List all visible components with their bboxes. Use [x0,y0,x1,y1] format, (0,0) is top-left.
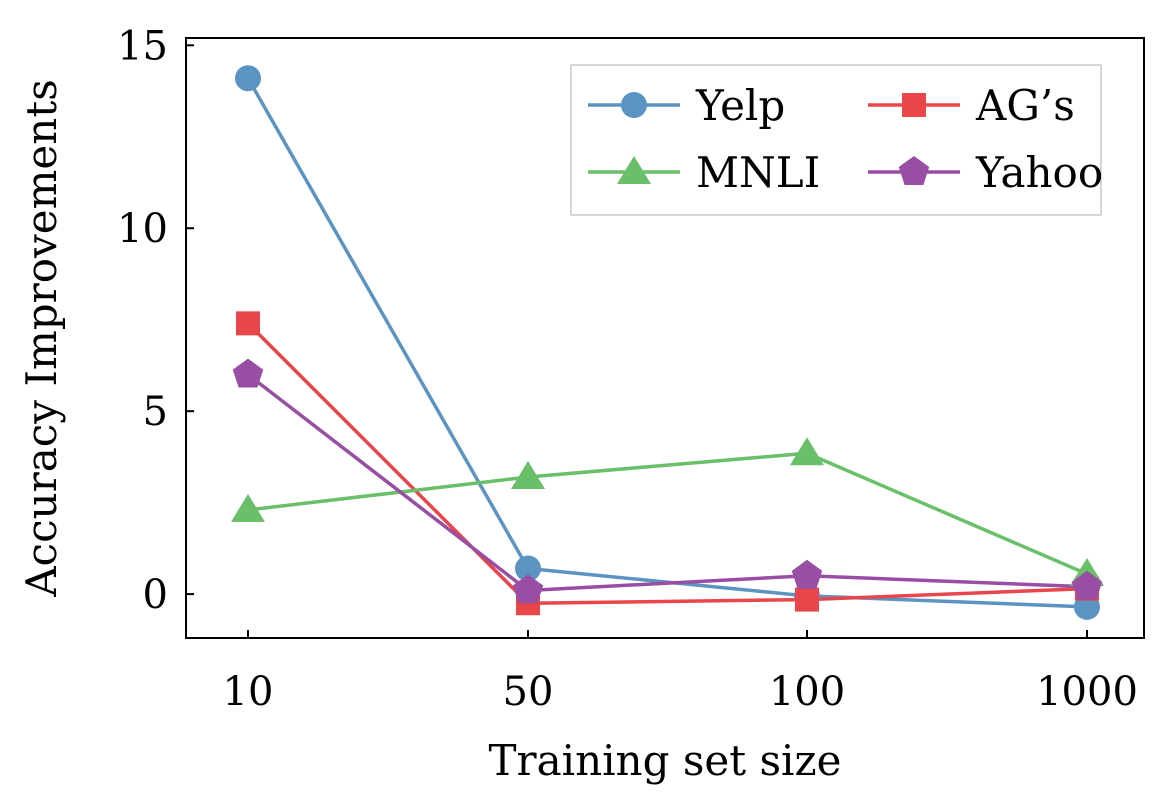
data-point-yelp [235,65,261,92]
legend: Yelp AG’s MNLI Yahoo [570,64,1103,216]
series-layer [231,65,1104,620]
series-line-yahoo [246,373,1088,593]
x-axis-title: Training set size [489,736,842,785]
y-tick-label: 0 [143,572,168,618]
plot-area-frame [185,37,1145,639]
y-axis: 0 5 10 15 [117,23,194,618]
data-point-yelp [515,555,541,582]
data-point-mnli [231,493,265,522]
data-point-yahoo [232,358,264,388]
legend-marker-yahoo [898,156,930,185]
y-axis-title: Accuracy Improvements [17,79,66,598]
data-point-ags [795,587,819,612]
legend-label-yelp: Yelp [695,81,785,130]
legend-label-ags: AG’s [975,81,1075,130]
data-point-mnli [511,461,545,490]
legend-marker-mnli [617,156,651,184]
data-point-yahoo [1071,570,1103,600]
data-point-ags [236,311,260,336]
y-tick-label: 5 [143,389,168,435]
data-point-yahoo [512,574,544,604]
legend-label-mnli: MNLI [696,148,820,197]
legend-marker-ags [902,93,926,117]
data-point-mnli [790,437,824,466]
x-tick-label: 10 [223,669,274,715]
legend-box [570,64,1102,216]
series-line-ags [246,322,1088,605]
legend-label-yahoo: Yahoo [975,148,1103,197]
x-axis: 10 50 100 1000 [223,630,1138,715]
y-tick-label: 10 [117,206,168,252]
x-tick-label: 50 [503,669,554,715]
data-point-yahoo [791,559,823,589]
series-line-mnli [247,451,1088,576]
x-tick-label: 100 [769,669,845,715]
y-tick-label: 15 [117,23,168,69]
legend-marker-yelp [621,92,647,118]
x-tick-label: 1000 [1036,669,1138,715]
